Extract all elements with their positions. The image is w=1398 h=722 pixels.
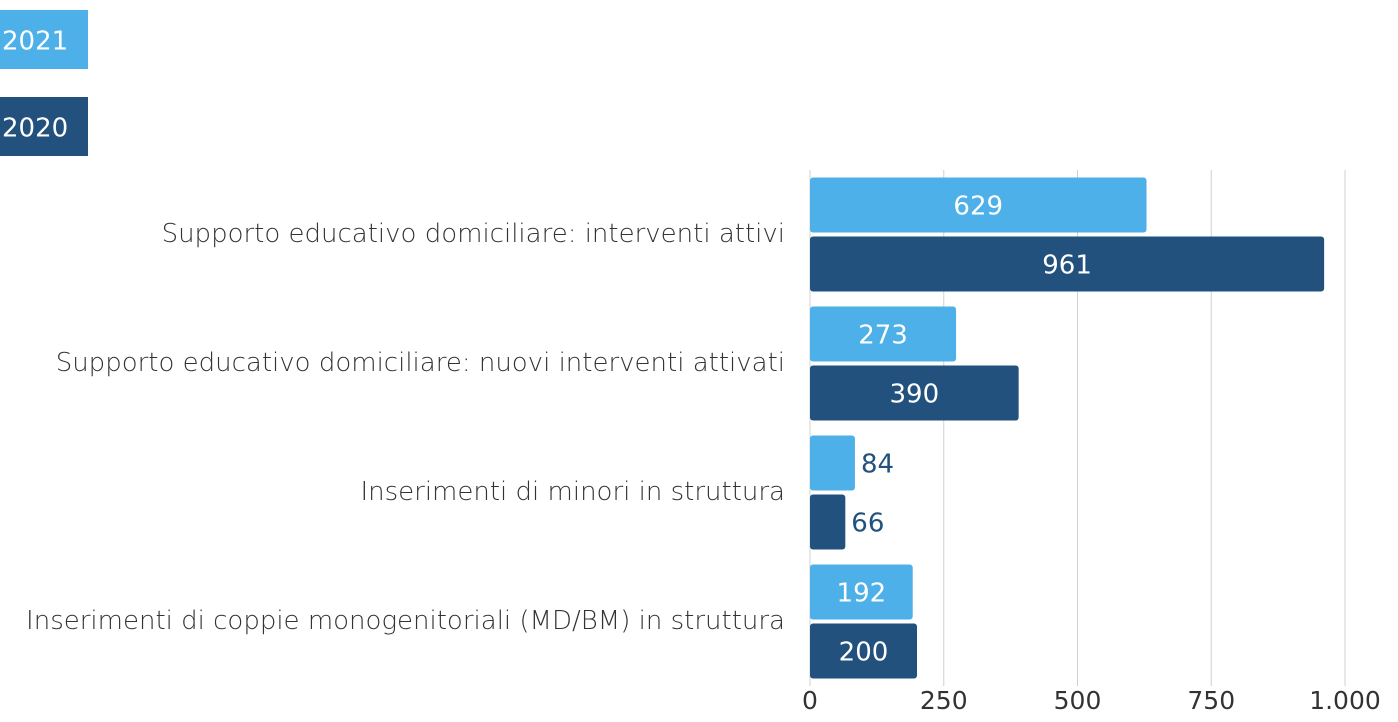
value-label: 192: [837, 579, 887, 609]
bar: [810, 564, 913, 620]
bar: [810, 306, 957, 362]
bar: [810, 494, 846, 550]
value-label: 66: [851, 509, 884, 539]
value-label: 629: [953, 192, 1003, 222]
value-label: 200: [839, 638, 889, 668]
category-label: Inserimenti di minori in struttura: [360, 477, 785, 507]
value-label: 84: [861, 450, 894, 480]
category-label: Inserimenti di coppie monogenitoriali (M…: [26, 606, 785, 636]
x-tick-label: 500: [1054, 686, 1102, 715]
value-label: 390: [890, 380, 940, 410]
bar: [810, 365, 1019, 421]
bar: [810, 623, 917, 679]
category-label: Supporto educativo domiciliare: nuovi in…: [56, 348, 785, 378]
x-tick-label: 250: [920, 686, 968, 715]
legend-swatch: [0, 10, 88, 69]
x-tick-label: 1.000: [1309, 686, 1381, 715]
bar: [810, 236, 1325, 292]
value-label: 273: [858, 321, 908, 351]
x-tick-label: 750: [1187, 686, 1235, 715]
x-tick-label: 0: [802, 686, 818, 715]
bar: [810, 177, 1147, 233]
legend-swatch: [0, 97, 88, 156]
legend-label: 2020: [2, 114, 68, 144]
category-label: Supporto educativo domiciliare: interven…: [162, 219, 785, 249]
value-label: 961: [1042, 251, 1092, 281]
legend-label: 2021: [2, 27, 68, 57]
bar: [810, 435, 855, 491]
